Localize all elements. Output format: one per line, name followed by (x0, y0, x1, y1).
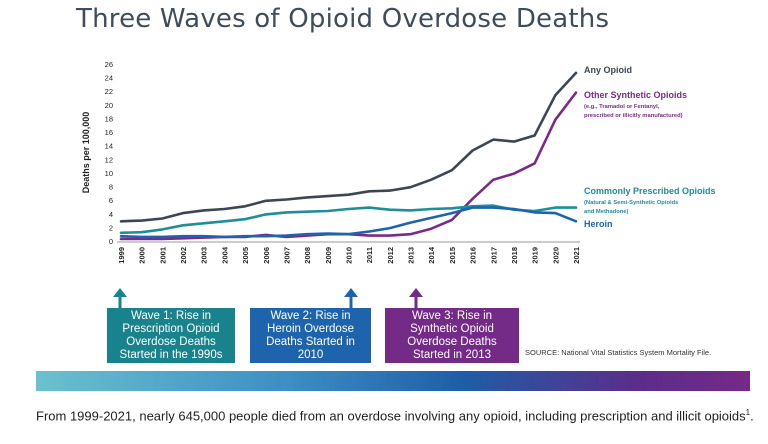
y-tick-label: 10 (105, 169, 113, 178)
series-label: Other Synthetic Opioids (584, 90, 687, 100)
x-tick-label: 2000 (138, 247, 147, 264)
series-sublabel: prescribed or illicitly manufactured) (584, 113, 683, 119)
x-tick-label: 2018 (510, 247, 519, 264)
wave-2-arrow-icon (344, 288, 358, 309)
y-tick-label: 8 (109, 183, 113, 192)
wave-3-label: Wave 3: Rise in Synthetic Opioid Overdos… (407, 309, 497, 361)
x-tick-label: 2006 (262, 247, 271, 264)
x-tick-label: 2008 (303, 247, 312, 264)
x-tick-label: 2017 (489, 247, 498, 264)
footer-text: From 1999-2021, nearly 645,000 people di… (36, 408, 746, 424)
page-title: Three Waves of Opioid Overdose Deaths (76, 4, 610, 34)
x-tick-label: 2014 (427, 246, 436, 264)
x-tick-label: 2021 (572, 247, 581, 264)
footnote-ref: 1 (745, 408, 751, 417)
y-tick-label: 4 (109, 210, 113, 219)
y-tick-label: 22 (105, 87, 113, 96)
series-line-any-opioid (119, 71, 578, 223)
series-label: Any Opioid (584, 65, 632, 75)
y-tick-label: 18 (105, 114, 113, 123)
y-tick-label: 0 (109, 237, 113, 246)
x-tick-label: 2019 (531, 247, 540, 264)
x-tick-label: 2001 (158, 247, 167, 264)
y-axis-title: Deaths per 100,000 (81, 112, 91, 194)
x-tick-label: 2009 (324, 247, 333, 264)
y-tick-label: 6 (109, 196, 113, 205)
wave-3-arrow-icon (409, 288, 423, 309)
x-tick-label: 2015 (448, 247, 457, 264)
x-tick-label: 2013 (407, 247, 416, 264)
x-tick-label: 2003 (200, 247, 209, 264)
series-sublabel: and Methadone) (584, 209, 629, 215)
wave-1-label: Wave 1: Rise in Prescription Opioid Over… (119, 309, 223, 361)
source-note: SOURCE: National Vital Statistics System… (525, 348, 712, 357)
x-tick-label: 2002 (179, 247, 188, 264)
wave-2-box: Wave 2: Rise in Heroin Overdose Deaths S… (250, 308, 371, 363)
y-tick-label: 12 (105, 155, 113, 164)
y-tick-label: 2 (109, 223, 113, 232)
y-tick-label: 16 (105, 128, 113, 137)
series-label: Heroin (584, 219, 613, 229)
x-tick-label: 2011 (365, 247, 374, 263)
series-line-other-synthetic-opioids (119, 91, 578, 241)
series-sublabel: (Natural & Semi-Synthetic Opioids (584, 200, 678, 206)
y-tick-label: 20 (105, 101, 113, 110)
y-tick-label: 26 (105, 60, 113, 69)
x-tick-label: 2016 (469, 247, 478, 264)
wave-2-label: Wave 2: Rise in Heroin Overdose Deaths S… (266, 309, 355, 361)
x-tick-label: 2020 (551, 247, 560, 264)
series-label: Commonly Prescribed Opioids (584, 186, 716, 196)
x-tick-label: 2007 (282, 247, 291, 264)
wave-3-box: Wave 3: Rise in Synthetic Opioid Overdos… (385, 308, 519, 363)
x-tick-label: 1999 (117, 247, 126, 264)
footer-note: From 1999-2021, nearly 645,000 people di… (36, 404, 756, 425)
footer-end: . (750, 408, 754, 424)
y-tick-label: 24 (105, 74, 113, 83)
wave-1-box: Wave 1: Rise in Prescription Opioid Over… (107, 308, 235, 363)
x-tick-label: 2012 (386, 247, 395, 264)
series-line-heroin (119, 206, 578, 239)
x-tick-label: 2004 (220, 246, 229, 264)
wave-1-arrow-icon (113, 288, 127, 309)
series-sublabel: (e.g., Tramadol or Fentanyl, (584, 104, 660, 110)
gradient-bar (36, 371, 750, 391)
x-tick-label: 2010 (345, 247, 354, 264)
x-tick-label: 2005 (241, 247, 250, 264)
y-tick-label: 14 (105, 142, 113, 151)
